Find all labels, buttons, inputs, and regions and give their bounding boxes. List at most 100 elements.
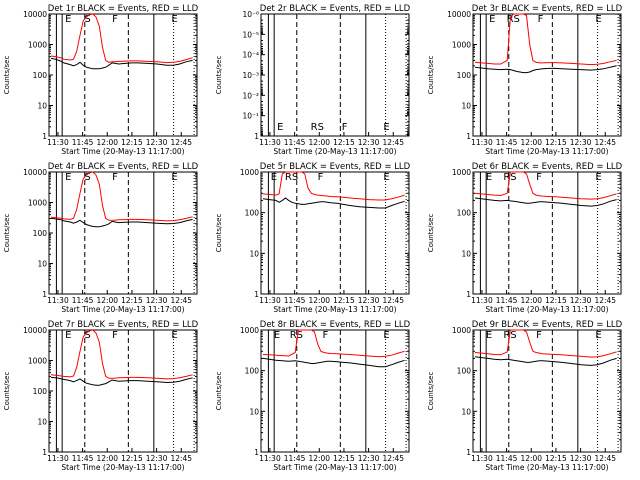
y-tick-label: 10: [37, 102, 47, 111]
detector-panel-9: Det 9r BLACK = Events, RED = LLD 1 10 100 10…: [427, 320, 623, 472]
plot-frame: [260, 329, 410, 453]
event-marker-label: E: [271, 172, 277, 183]
event-marker-label: F: [112, 14, 118, 25]
lld-series-line: [50, 171, 193, 222]
y-tick-label: 10: [249, 249, 259, 258]
events-series-line: [474, 65, 617, 74]
y-axis-label: Counts/sec: [427, 372, 435, 411]
x-tick-label: 11:30: [47, 454, 69, 463]
x-tick-label: 12:30: [570, 138, 592, 147]
event-marker-label: RS: [311, 122, 324, 133]
event-marker-label: S: [84, 330, 90, 341]
y-tick-label: 1: [42, 290, 47, 299]
lld-series-line: [50, 329, 193, 380]
x-tick-label: 12:15: [333, 138, 355, 147]
y-tick-label: 1000: [28, 199, 47, 208]
event-marker-label: E: [486, 172, 492, 183]
event-marker-label: E: [383, 330, 389, 341]
x-tick-label: 12:00: [520, 454, 542, 463]
detector-panel-4: Det 4r BLACK = Events, RED = LLD 1 10 100 10…: [3, 162, 199, 314]
event-marker-label: E: [489, 14, 495, 25]
x-axis-label: Start Time (20-May-13 11:17:00): [485, 463, 608, 472]
y-tick-label: 10: [37, 418, 47, 427]
x-tick-label: 12:15: [545, 138, 567, 147]
events-series-line: [262, 197, 405, 209]
y-tick-label: 10: [37, 260, 47, 269]
x-tick-label: 12:00: [308, 296, 330, 305]
x-axis-label: Start Time (20-May-13 11:17:00): [61, 147, 184, 156]
plot-frame: [48, 171, 198, 295]
panel-title: Det 1r BLACK = Events, RED = LLD: [48, 4, 199, 14]
events-series-line: [50, 376, 193, 386]
y-tick-label: 1: [466, 132, 471, 141]
y-tick-label: 10: [461, 102, 471, 111]
y-tick-label: 10: [249, 407, 259, 416]
x-tick-label: 11:45: [72, 454, 94, 463]
x-axis-label: Start Time (20-May-13 11:17:00): [273, 463, 396, 472]
y-axis-label: Counts/sec: [3, 372, 11, 411]
events-series-line: [262, 357, 405, 368]
x-axis-label: Start Time (20-May-13 11:17:00): [61, 305, 184, 314]
y-tick-label: 100: [245, 367, 260, 376]
x-tick-label: 12:45: [382, 138, 404, 147]
y-tick-label: 100: [33, 71, 48, 80]
event-marker-label: E: [595, 172, 601, 183]
lld-series-line: [474, 171, 617, 200]
detector-panel-5: Det 5r BLACK = Events, RED = LLD 1 10 100 10…: [215, 162, 411, 314]
y-tick-label: 1: [466, 448, 471, 457]
event-marker-label: E: [486, 330, 492, 341]
x-tick-label: 12:30: [358, 138, 380, 147]
x-tick-label: 12:15: [333, 454, 355, 463]
x-tick-label: 12:45: [594, 454, 616, 463]
x-tick-label: 11:45: [496, 454, 518, 463]
plot-frame: [472, 171, 622, 295]
events-series-line: [50, 57, 193, 70]
lld-series-line: [474, 329, 617, 358]
event-marker-label: F: [322, 330, 328, 341]
x-tick-label: 12:15: [545, 296, 567, 305]
lld-series-line: [50, 13, 193, 64]
event-marker-label: S: [84, 172, 90, 183]
y-tick-label: 10⁻⁴: [242, 51, 259, 60]
y-tick-label: 1000: [240, 168, 259, 177]
x-tick-label: 11:30: [471, 138, 493, 147]
event-marker-label: F: [536, 172, 542, 183]
plot-frame: [48, 329, 198, 453]
x-tick-label: 11:45: [72, 138, 94, 147]
y-tick-label: 10⁻¹: [242, 112, 259, 121]
lld-series-line: [262, 329, 405, 358]
lld-series-line: [262, 171, 405, 201]
y-tick-label: 1000: [452, 326, 471, 335]
y-tick-label: 100: [245, 209, 260, 218]
y-axis-label: Counts/sec: [215, 56, 223, 95]
y-tick-label: 100: [33, 229, 48, 238]
x-tick-label: 12:15: [121, 296, 143, 305]
x-tick-label: 12:00: [520, 138, 542, 147]
y-tick-label: 10000: [23, 326, 47, 335]
x-tick-label: 11:45: [284, 138, 306, 147]
y-tick-label: 10⁻⁶: [242, 10, 259, 19]
x-tick-label: 11:45: [496, 296, 518, 305]
event-marker-label: F: [342, 122, 348, 133]
x-tick-label: 12:15: [545, 454, 567, 463]
events-series-line: [474, 197, 617, 207]
plot-frame: [472, 13, 622, 137]
x-tick-label: 12:00: [308, 454, 330, 463]
y-tick-label: 10000: [23, 10, 47, 19]
y-tick-label: 1000: [452, 41, 471, 50]
event-marker-label: F: [536, 330, 542, 341]
x-tick-label: 11:30: [47, 296, 69, 305]
x-tick-label: 12:45: [170, 454, 192, 463]
x-tick-label: 12:45: [170, 296, 192, 305]
x-tick-label: 12:15: [333, 296, 355, 305]
y-tick-label: 100: [457, 367, 472, 376]
x-axis-label: Start Time (20-May-13 11:17:00): [273, 305, 396, 314]
x-axis-label: Start Time (20-May-13 11:17:00): [485, 147, 608, 156]
detector-panel-1: Det 1r BLACK = Events, RED = LLD 1 10 100 10…: [3, 4, 199, 156]
x-tick-label: 11:30: [471, 296, 493, 305]
x-tick-label: 11:45: [72, 296, 94, 305]
y-tick-label: 1: [254, 290, 259, 299]
y-tick-label: 100: [33, 387, 48, 396]
y-tick-label: 10: [461, 407, 471, 416]
